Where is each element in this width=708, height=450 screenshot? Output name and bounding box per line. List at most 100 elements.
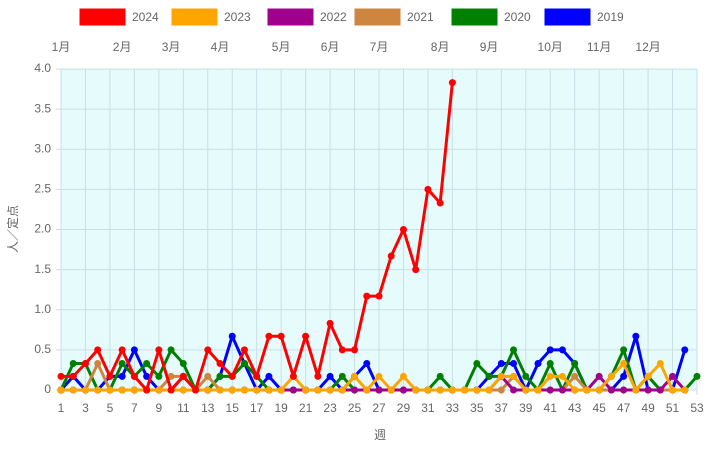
y-tick-label: 3.5 (34, 101, 51, 115)
series-line (61, 362, 685, 392)
data-point (167, 372, 175, 380)
data-point (326, 386, 334, 394)
data-point (155, 386, 163, 394)
data-point (473, 360, 481, 368)
data-point (179, 386, 187, 394)
data-point (656, 360, 664, 368)
data-point (265, 372, 273, 380)
legend-label: 2021 (407, 10, 434, 24)
x-tick-label: 23 (323, 401, 337, 415)
x-tick-label: 11 (177, 401, 190, 415)
month-label: 1月 (52, 40, 71, 54)
data-point (571, 386, 579, 394)
legend-label: 2023 (224, 10, 251, 24)
data-point (167, 346, 175, 354)
data-point (375, 292, 383, 300)
x-tick-label: 39 (519, 401, 533, 415)
data-point (167, 386, 175, 394)
data-point (485, 372, 493, 380)
x-tick-label: 29 (397, 401, 411, 415)
x-tick-label: 43 (568, 401, 582, 415)
data-point (326, 319, 334, 327)
data-point (216, 372, 224, 380)
data-point (118, 372, 126, 380)
data-point (387, 252, 395, 260)
data-point (69, 386, 77, 394)
data-point (669, 372, 677, 380)
data-point (302, 332, 310, 340)
data-point (130, 346, 138, 354)
data-point (424, 386, 432, 394)
legend-swatch (354, 8, 401, 26)
month-label: 9月 (480, 40, 499, 54)
y-axis-label: 人／定点 (5, 205, 20, 253)
data-point (351, 372, 359, 380)
month-label: 7月 (370, 40, 389, 54)
data-point (522, 386, 530, 394)
month-label: 3月 (162, 40, 181, 54)
data-point (656, 386, 664, 394)
series (57, 79, 456, 394)
y-tick-label: 0.5 (34, 342, 51, 356)
data-point (143, 372, 151, 380)
data-point (130, 386, 138, 394)
x-tick-label: 9 (156, 401, 163, 415)
data-point (399, 226, 407, 233)
month-label: 6月 (321, 40, 340, 54)
data-point (510, 360, 518, 368)
data-point (228, 386, 236, 394)
data-point (583, 386, 591, 394)
data-point (130, 372, 138, 380)
data-point (118, 386, 126, 394)
data-point (314, 386, 322, 394)
x-tick-label: 37 (495, 401, 509, 415)
data-point (216, 386, 224, 394)
x-tick-label: 19 (274, 401, 288, 415)
x-tick-label: 51 (666, 401, 680, 415)
data-point (412, 386, 420, 394)
data-point (510, 346, 518, 354)
data-point (363, 292, 371, 300)
data-point (57, 386, 65, 394)
data-point (571, 372, 579, 380)
x-tick-label: 25 (348, 401, 362, 415)
data-point (351, 386, 359, 394)
data-point (546, 346, 554, 354)
data-point (644, 372, 652, 380)
data-point (607, 372, 615, 380)
data-point (632, 332, 640, 340)
data-point (155, 346, 163, 354)
data-point (399, 372, 407, 380)
legend-label: 2022 (320, 10, 347, 24)
data-point (620, 346, 628, 354)
data-point (179, 372, 187, 380)
data-point (620, 360, 628, 368)
x-axis-label: 週 (374, 428, 386, 442)
data-point (534, 360, 542, 368)
data-point (204, 386, 212, 394)
data-point (94, 346, 102, 354)
x-tick-label: 1 (58, 401, 65, 415)
x-tick-label: 5 (107, 401, 114, 415)
data-point (106, 386, 114, 394)
data-point (94, 386, 102, 394)
y-tick-label: 2.5 (34, 182, 51, 196)
data-point (375, 372, 383, 380)
data-point (289, 386, 297, 394)
data-point (143, 360, 151, 368)
data-point (326, 372, 334, 380)
data-point (314, 372, 322, 380)
x-tick-label: 31 (421, 401, 435, 415)
data-point (81, 360, 89, 368)
data-point (669, 386, 677, 394)
data-point (253, 372, 261, 380)
legend-label: 2020 (504, 10, 531, 24)
x-tick-label: 17 (250, 401, 264, 415)
data-point (510, 386, 518, 394)
data-point (69, 360, 77, 368)
data-point (461, 386, 469, 394)
y-tick-label: 1.0 (34, 302, 51, 316)
x-tick-label: 45 (592, 401, 606, 415)
data-point (546, 360, 554, 368)
data-point (546, 386, 554, 394)
